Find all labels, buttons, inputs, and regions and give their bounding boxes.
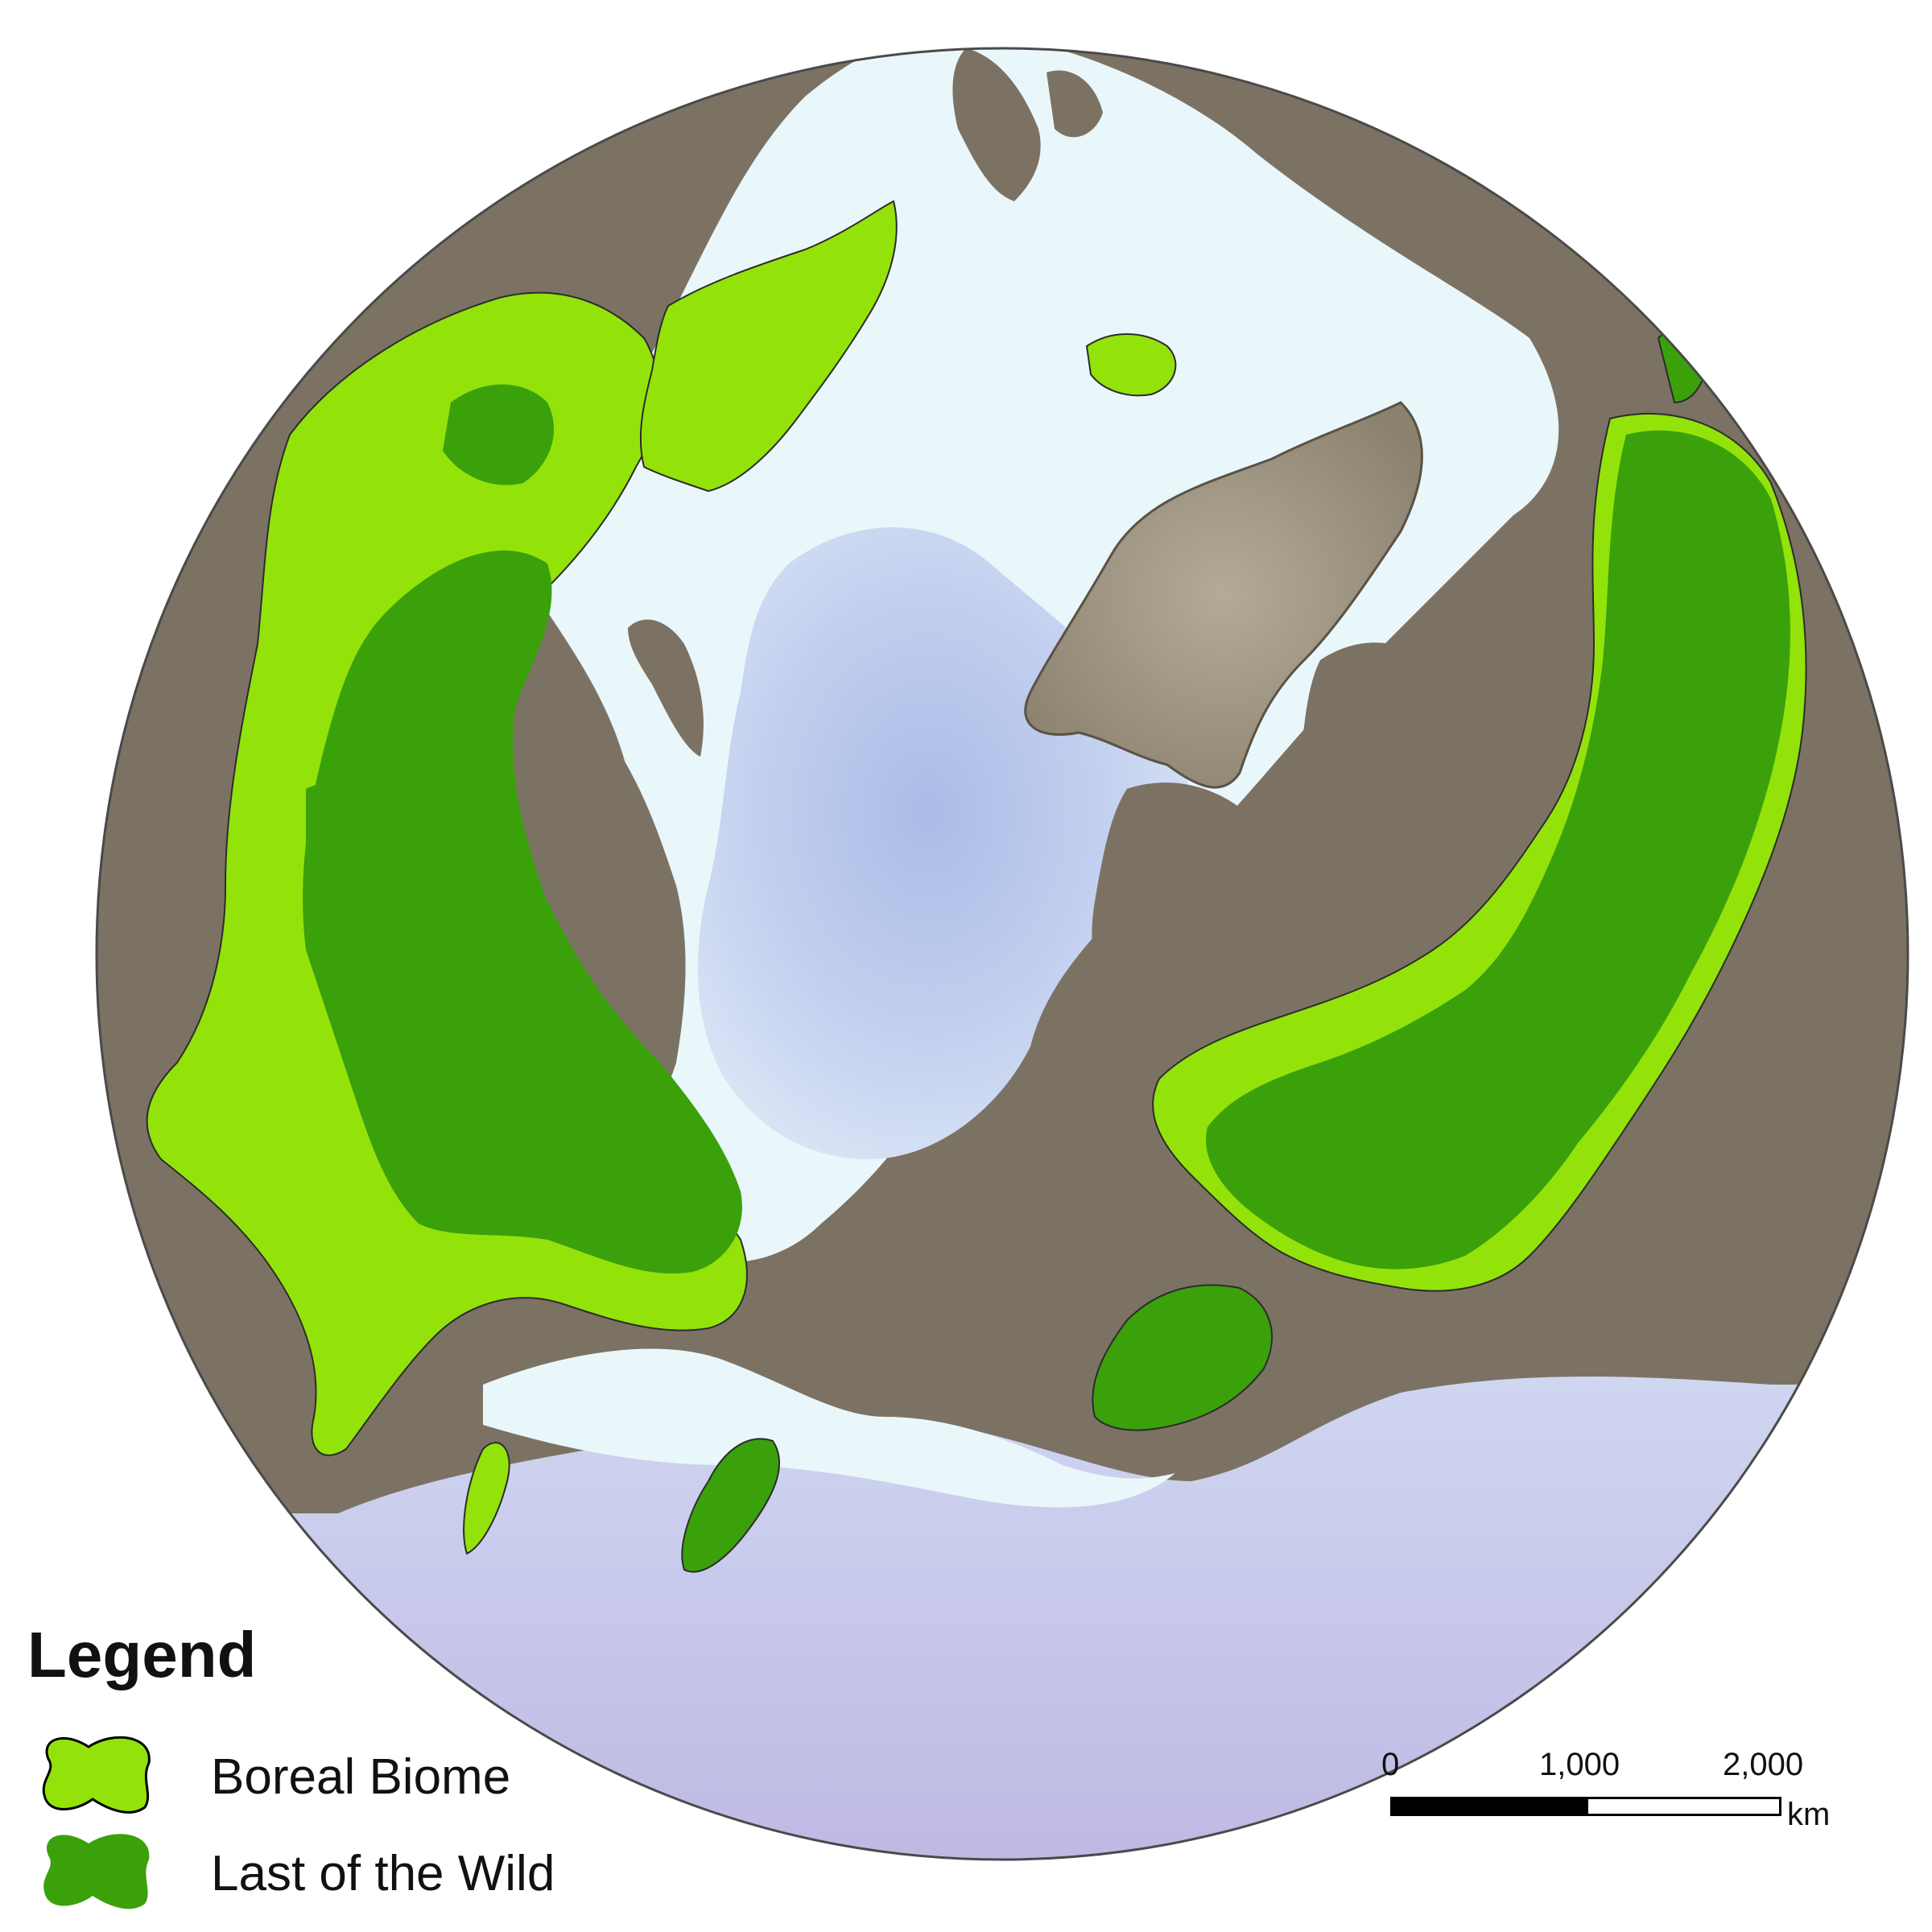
franz-josef — [1046, 70, 1103, 138]
svalbard — [952, 48, 1041, 201]
wild-swatch-icon — [43, 1834, 150, 1909]
alaska-wild — [1092, 1284, 1273, 1431]
scale-bar: 0 1,000 2,000 km — [1368, 1747, 1852, 1835]
eurasia-wild — [303, 550, 742, 1274]
northamerica-wild — [1206, 430, 1790, 1269]
baffin-island — [1291, 642, 1463, 911]
legend-item-boreal: Boreal Biome — [24, 1731, 636, 1827]
novaya-zemlya — [628, 619, 704, 757]
greenland — [1024, 401, 1423, 789]
scale-tick-1000: 1,000 — [1539, 1747, 1620, 1782]
canadian-archipelago — [1092, 782, 1274, 1008]
scale-tick-2000: 2,000 — [1723, 1747, 1804, 1782]
legend-label-wild: Last of the Wild — [211, 1846, 555, 1901]
scale-segment-white — [1586, 1797, 1781, 1816]
globe-outline — [95, 47, 1909, 1861]
boreal-swatch-icon — [42, 1736, 151, 1814]
scale-segment-black — [1390, 1797, 1586, 1816]
legend: Legend Boreal Biome Last of the Wild — [24, 1618, 636, 1924]
eurasia-wild-2 — [443, 384, 555, 485]
eurasia-wild-3 — [306, 782, 378, 876]
legend-title: Legend — [27, 1619, 257, 1690]
iceland — [1085, 333, 1177, 397]
scale-tick-0: 0 — [1381, 1747, 1400, 1782]
scale-unit: km — [1787, 1797, 1831, 1832]
scandinavia-boreal — [639, 200, 898, 493]
kamchatka-boreal — [681, 1438, 780, 1573]
legend-item-wild: Last of the Wild — [24, 1827, 636, 1924]
sakhalin-boreal — [463, 1442, 510, 1555]
legend-label-boreal: Boreal Biome — [211, 1749, 511, 1805]
bering-shelf — [483, 1348, 1175, 1508]
